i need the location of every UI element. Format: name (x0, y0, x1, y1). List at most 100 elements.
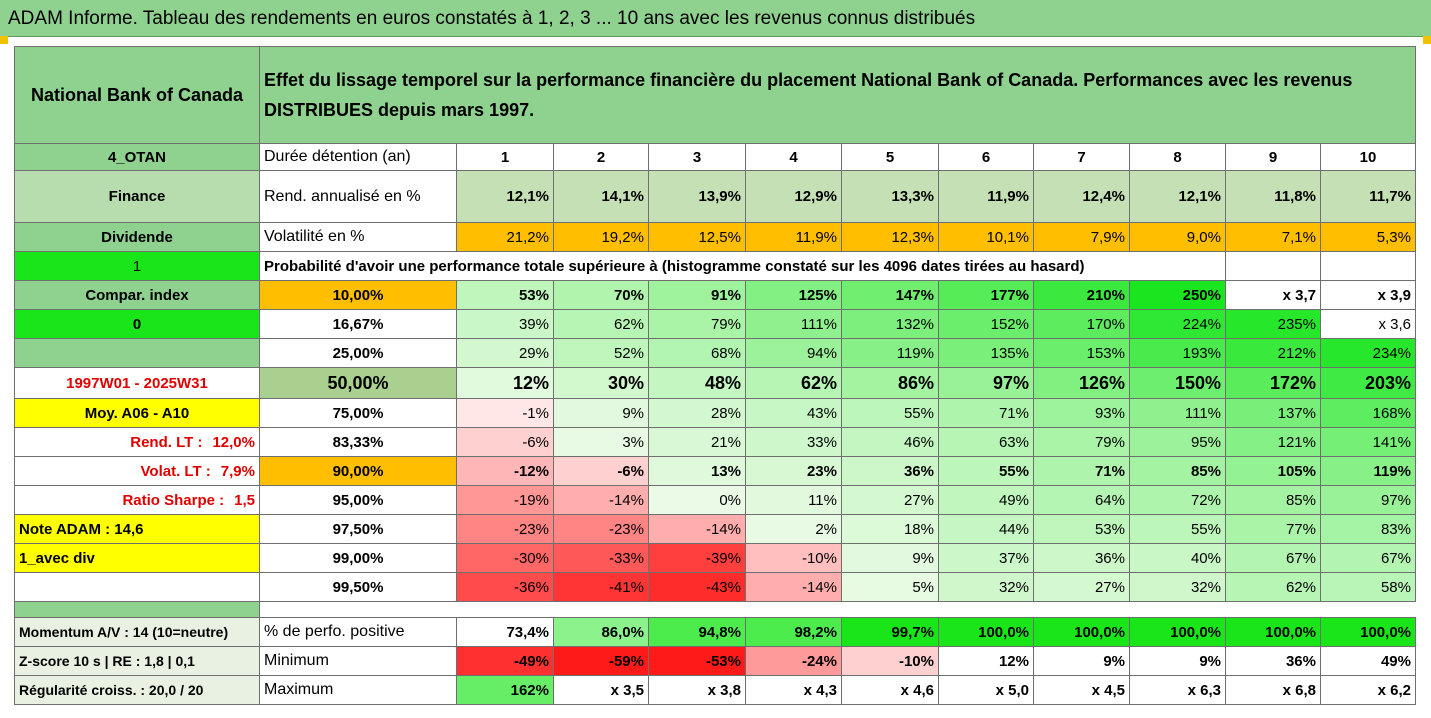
quantile-value-cell: -6% (553, 456, 649, 486)
annual-return-label: Rend. annualisé en % (259, 170, 457, 223)
quantile-value-cell: -10% (745, 543, 842, 573)
compar-index-label: Compar. index (14, 280, 260, 310)
quantile-value-cell: -14% (553, 485, 649, 515)
quantile-value-cell: 67% (1225, 543, 1321, 573)
maximum-cell: 162% (456, 675, 554, 705)
quantile-value-cell: 168% (1320, 398, 1416, 428)
quantile-value-cell: 27% (1033, 572, 1130, 602)
returns-table: National Bank of Canada Effet du lissage… (14, 46, 1416, 705)
annual-return-cell: 11,9% (938, 170, 1034, 223)
quantile-value-cell: -23% (553, 514, 649, 544)
quantile-label: 90,00% (259, 456, 457, 486)
quantile-label: 10,00% (259, 280, 457, 310)
maximum-cell: x 5,0 (938, 675, 1034, 705)
momentum-label: Momentum A/V : 14 (10=neutre) (14, 617, 260, 647)
year-header: 10 (1320, 143, 1416, 171)
minimum-cell: 9% (1033, 646, 1130, 676)
quantile-value-cell: 36% (841, 456, 939, 486)
volatility-cell: 7,9% (1033, 222, 1130, 252)
quantile-value-cell: 12% (456, 367, 554, 399)
spacer-cell (14, 601, 260, 618)
quantile-value-cell: x 3,6 (1320, 309, 1416, 339)
probability-caption: Probabilité d'avoir une performance tota… (259, 251, 1226, 281)
sharpe-label: Ratio Sharpe : 1,5 (14, 485, 260, 515)
quantile-value-cell: -41% (553, 572, 649, 602)
quantile-value-cell: 21% (648, 427, 746, 457)
maximum-cell: x 3,8 (648, 675, 746, 705)
quantile-value-cell: 32% (1129, 572, 1226, 602)
annual-return-cell: 12,9% (745, 170, 842, 223)
volatility-cell: 7,1% (1225, 222, 1321, 252)
quantile-value-cell: -6% (456, 427, 554, 457)
volatility-cell: 12,5% (648, 222, 746, 252)
quantile-value-cell: 62% (1225, 572, 1321, 602)
quantile-value-cell: 46% (841, 427, 939, 457)
quantile-value-cell: 210% (1033, 280, 1130, 310)
year-header: 9 (1225, 143, 1321, 171)
volat-lt-label: Volat. LT : 7,9% (14, 456, 260, 486)
moyenne-label: Moy. A06 - A10 (14, 398, 260, 428)
quantile-value-cell: 2% (745, 514, 842, 544)
sharpe-label-text: Ratio Sharpe : (122, 491, 225, 509)
minimum-cell: 36% (1225, 646, 1321, 676)
quantile-value-cell: 43% (745, 398, 842, 428)
option-zero-cell[interactable]: 0 (14, 309, 260, 339)
maximum-cell: x 3,5 (553, 675, 649, 705)
quantile-value-cell: -39% (648, 543, 746, 573)
quantile-value-cell: 40% (1129, 543, 1226, 573)
quantile-value-cell: 135% (938, 338, 1034, 368)
positive-perf-cell: 100,0% (938, 617, 1034, 647)
quantile-value-cell: 9% (841, 543, 939, 573)
regularite-label: Régularité croiss. : 20,0 / 20 (14, 675, 260, 705)
year-header: 8 (1129, 143, 1226, 171)
report-title: ADAM Informe. Tableau des rendements en … (0, 0, 1431, 37)
quantile-value-cell: 32% (938, 572, 1034, 602)
quantile-value-cell: 77% (1225, 514, 1321, 544)
instrument-name: National Bank of Canada (14, 46, 260, 144)
quantile-value-cell: -30% (456, 543, 554, 573)
option-one-cell[interactable]: 1 (14, 251, 260, 281)
quantile-value-cell: 71% (1033, 456, 1130, 486)
quantile-value-cell: 55% (938, 456, 1034, 486)
annual-return-cell: 11,8% (1225, 170, 1321, 223)
empty-cell (1320, 251, 1416, 281)
quantile-value-cell: 132% (841, 309, 939, 339)
quantile-value-cell: 11% (745, 485, 842, 515)
annual-return-cell: 12,4% (1033, 170, 1130, 223)
quantile-label: 97,50% (259, 514, 457, 544)
quantile-value-cell: 95% (1129, 427, 1226, 457)
quantile-value-cell: 94% (745, 338, 842, 368)
quantile-label: 99,00% (259, 543, 457, 573)
volatility-cell: 10,1% (938, 222, 1034, 252)
annual-return-cell: 12,1% (1129, 170, 1226, 223)
quantile-value-cell: 48% (648, 367, 746, 399)
quantile-value-cell: 141% (1320, 427, 1416, 457)
annual-return-cell: 13,9% (648, 170, 746, 223)
quantile-value-cell: 97% (938, 367, 1034, 399)
quantile-value-cell: 111% (745, 309, 842, 339)
quantile-value-cell: 52% (553, 338, 649, 368)
quantile-value-cell: 177% (938, 280, 1034, 310)
quantile-value-cell: 152% (938, 309, 1034, 339)
minimum-cell: -24% (745, 646, 842, 676)
minimum-cell: -59% (553, 646, 649, 676)
dividend-label: Dividende (14, 222, 260, 252)
quantile-value-cell: 111% (1129, 398, 1226, 428)
annual-return-cell: 11,7% (1320, 170, 1416, 223)
quantile-value-cell: 62% (745, 367, 842, 399)
quantile-value-cell: 36% (1033, 543, 1130, 573)
year-header: 7 (1033, 143, 1130, 171)
minimum-cell: 9% (1129, 646, 1226, 676)
quantile-value-cell: 235% (1225, 309, 1321, 339)
quantile-value-cell: 137% (1225, 398, 1321, 428)
quantile-value-cell: 62% (553, 309, 649, 339)
quantile-value-cell: 125% (745, 280, 842, 310)
quantile-value-cell: 170% (1033, 309, 1130, 339)
quantile-value-cell: 0% (648, 485, 746, 515)
sector-label: Finance (14, 170, 260, 223)
quantile-value-cell: -1% (456, 398, 554, 428)
quantile-value-cell: 85% (1129, 456, 1226, 486)
year-header: 2 (553, 143, 649, 171)
quantile-value-cell: 250% (1129, 280, 1226, 310)
